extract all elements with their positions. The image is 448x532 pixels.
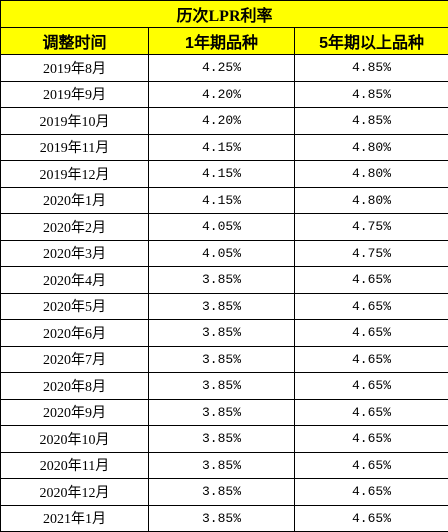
cell-5-year-rate: 4.85% <box>295 108 448 135</box>
cell-5-year-rate: 4.65% <box>295 267 448 294</box>
cell-1-year-rate: 4.05% <box>149 214 295 241</box>
header-5-year-plus: 5年期以上品种 <box>295 28 448 55</box>
cell-adjust-time: 2019年11月 <box>1 134 149 161</box>
cell-1-year-rate: 3.85% <box>149 320 295 347</box>
cell-adjust-time: 2020年7月 <box>1 346 149 373</box>
cell-1-year-rate: 4.20% <box>149 81 295 108</box>
cell-adjust-time: 2019年8月 <box>1 55 149 82</box>
cell-1-year-rate: 4.15% <box>149 161 295 188</box>
cell-1-year-rate: 3.85% <box>149 267 295 294</box>
cell-1-year-rate: 3.85% <box>149 346 295 373</box>
cell-5-year-rate: 4.75% <box>295 214 448 241</box>
cell-adjust-time: 2020年1月 <box>1 187 149 214</box>
cell-adjust-time: 2020年9月 <box>1 399 149 426</box>
cell-5-year-rate: 4.65% <box>295 373 448 400</box>
cell-1-year-rate: 3.85% <box>149 452 295 479</box>
cell-1-year-rate: 4.15% <box>149 134 295 161</box>
cell-5-year-rate: 4.80% <box>295 161 448 188</box>
cell-5-year-rate: 4.65% <box>295 479 448 506</box>
cell-5-year-rate: 4.75% <box>295 240 448 267</box>
cell-5-year-rate: 4.80% <box>295 134 448 161</box>
cell-1-year-rate: 4.15% <box>149 187 295 214</box>
cell-1-year-rate: 4.20% <box>149 108 295 135</box>
header-row: 调整时间 1年期品种 5年期以上品种 <box>1 28 448 55</box>
cell-1-year-rate: 3.85% <box>149 479 295 506</box>
cell-adjust-time: 2020年10月 <box>1 426 149 453</box>
cell-1-year-rate: 3.85% <box>149 426 295 453</box>
cell-adjust-time: 2019年9月 <box>1 81 149 108</box>
cell-adjust-time: 2020年11月 <box>1 452 149 479</box>
cell-adjust-time: 2020年3月 <box>1 240 149 267</box>
cell-adjust-time: 2019年10月 <box>1 108 149 135</box>
cell-5-year-rate: 4.65% <box>295 426 448 453</box>
cell-5-year-rate: 4.85% <box>295 55 448 82</box>
cell-adjust-time: 2020年12月 <box>1 479 149 506</box>
header-1-year: 1年期品种 <box>149 28 295 55</box>
cell-1-year-rate: 4.05% <box>149 240 295 267</box>
cell-adjust-time: 2020年4月 <box>1 267 149 294</box>
cell-1-year-rate: 3.85% <box>149 293 295 320</box>
cell-5-year-rate: 4.65% <box>295 293 448 320</box>
header-adjust-time: 调整时间 <box>1 28 149 55</box>
cell-5-year-rate: 4.65% <box>295 452 448 479</box>
cell-5-year-rate: 4.65% <box>295 346 448 373</box>
cell-1-year-rate: 3.85% <box>149 505 295 532</box>
cell-adjust-time: 2020年6月 <box>1 320 149 347</box>
cell-adjust-time: 2020年8月 <box>1 373 149 400</box>
cell-5-year-rate: 4.85% <box>295 81 448 108</box>
cell-adjust-time: 2020年2月 <box>1 214 149 241</box>
cell-1-year-rate: 3.85% <box>149 373 295 400</box>
cell-adjust-time: 2019年12月 <box>1 161 149 188</box>
cell-5-year-rate: 4.65% <box>295 399 448 426</box>
cell-5-year-rate: 4.65% <box>295 320 448 347</box>
cell-adjust-time: 2020年5月 <box>1 293 149 320</box>
table-title: 历次LPR利率 <box>1 1 448 28</box>
cell-1-year-rate: 3.85% <box>149 399 295 426</box>
cell-1-year-rate: 4.25% <box>149 55 295 82</box>
cell-adjust-time: 2021年1月 <box>1 505 149 532</box>
cell-5-year-rate: 4.80% <box>295 187 448 214</box>
cell-5-year-rate: 4.65% <box>295 505 448 532</box>
